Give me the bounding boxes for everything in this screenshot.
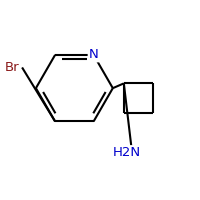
Text: N: N: [89, 48, 98, 61]
Text: H2N: H2N: [113, 146, 141, 159]
Text: Br: Br: [5, 61, 20, 74]
